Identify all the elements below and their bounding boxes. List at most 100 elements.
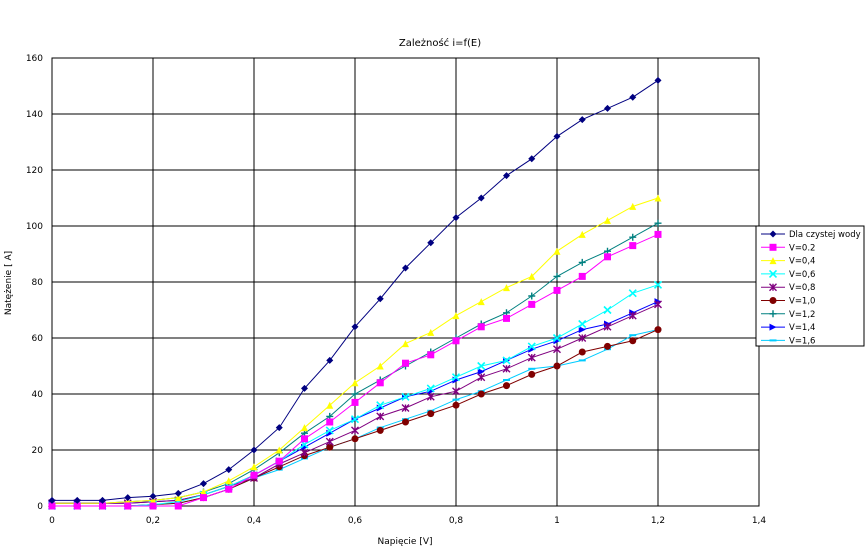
data-point: [452, 387, 460, 396]
data-point: [99, 502, 106, 510]
data-point: [769, 283, 777, 292]
data-point: [604, 216, 611, 224]
grid: [51, 57, 760, 507]
data-point: [149, 492, 157, 500]
data-point: [401, 404, 410, 412]
data-point: [604, 253, 611, 261]
legend-entry: Dla czystej wody: [761, 230, 861, 240]
data-point: [477, 368, 485, 376]
data-point: [477, 373, 486, 382]
data-point: [325, 437, 334, 446]
data-point: [477, 298, 485, 306]
data-point: [402, 264, 409, 272]
data-point: [477, 323, 485, 331]
data-point: [452, 401, 460, 409]
x-tick-label: 1,4: [752, 516, 767, 526]
data-point: [528, 272, 536, 280]
data-point: [174, 489, 182, 497]
data-point: [603, 305, 612, 315]
data-point: [528, 300, 536, 308]
legend-entry: V=0.2: [761, 243, 815, 253]
legend-entry: V=1,6: [761, 336, 815, 346]
x-axis-label: Napięcie [V]: [377, 537, 432, 547]
data-point: [654, 219, 662, 227]
data-point: [578, 116, 586, 124]
legend-label: V=1,6: [789, 336, 815, 346]
data-point: [376, 426, 384, 434]
data-point: [326, 356, 334, 364]
series-v-0-2: [48, 230, 662, 510]
data-point: [376, 379, 384, 387]
data-point: [351, 435, 359, 443]
legend-entry: V=1,4: [761, 323, 815, 333]
data-point: [654, 326, 662, 334]
data-point: [200, 480, 207, 488]
data-point: [350, 415, 360, 424]
data-point: [628, 289, 637, 298]
data-point: [553, 272, 561, 280]
data-point: [99, 496, 106, 504]
data-point: [300, 448, 309, 457]
data-point: [426, 392, 435, 401]
data-point: [629, 337, 637, 345]
data-point: [200, 488, 207, 496]
data-point: [174, 502, 182, 510]
x-tick-label: 0,4: [247, 516, 262, 526]
data-point: [200, 494, 207, 502]
data-point: [477, 194, 485, 202]
data-point: [376, 401, 385, 410]
data-point: [451, 373, 461, 382]
data-point: [225, 477, 233, 485]
x-tick-label: 0,2: [146, 516, 160, 526]
y-tick-label: 40: [32, 390, 44, 400]
data-point: [578, 230, 586, 238]
data-point: [402, 359, 409, 367]
data-point: [604, 104, 611, 112]
data-point: [452, 214, 460, 222]
x-tick-label: 0: [49, 516, 55, 526]
data-point: [578, 272, 586, 280]
legend-label: V=1,2: [789, 310, 815, 320]
data-point: [351, 379, 359, 387]
data-point: [768, 269, 778, 278]
data-point: [351, 390, 359, 398]
data-point: [502, 364, 511, 373]
data-point: [604, 342, 611, 350]
data-point: [629, 233, 637, 241]
data-point: [427, 328, 435, 336]
series-v-0-4: [48, 194, 662, 507]
data-point: [225, 466, 233, 474]
data-point: [275, 446, 283, 454]
data-point: [174, 494, 182, 502]
data-point: [503, 382, 510, 390]
data-point: [528, 155, 536, 163]
data-point: [124, 494, 132, 502]
data-point: [629, 202, 637, 210]
data-point: [73, 496, 81, 504]
data-point: [452, 312, 460, 320]
data-point: [578, 334, 587, 342]
data-point: [376, 412, 385, 421]
y-tick-label: 140: [26, 110, 43, 120]
data-point: [326, 401, 334, 409]
legend-entry: V=1,0: [761, 297, 815, 307]
data-point: [48, 502, 56, 510]
x-tick-label: 1,2: [651, 516, 665, 526]
data-point: [275, 424, 283, 432]
data-point: [250, 446, 258, 454]
data-point: [250, 463, 258, 471]
data-point: [769, 243, 777, 251]
legend-entry: V=0,4: [761, 257, 815, 267]
chart-title: Zależność i=f(E): [399, 37, 481, 49]
legend-label: V=1,0: [789, 297, 815, 307]
data-point: [553, 247, 561, 255]
series-group: [47, 76, 663, 511]
data-point: [452, 337, 460, 345]
data-point: [654, 194, 662, 202]
series-dla-czystej-wody: [48, 76, 662, 504]
axis-ticks: 0 20 40 60 80 100 120 140 160 0 0,2 0,4 0,6 0,8 1 1,2 1,…: [26, 54, 767, 526]
data-point: [149, 502, 157, 510]
y-axis-label: Natężenie [ A]: [4, 251, 14, 315]
legend-label: V=0,8: [789, 283, 815, 293]
data-point: [301, 384, 308, 392]
